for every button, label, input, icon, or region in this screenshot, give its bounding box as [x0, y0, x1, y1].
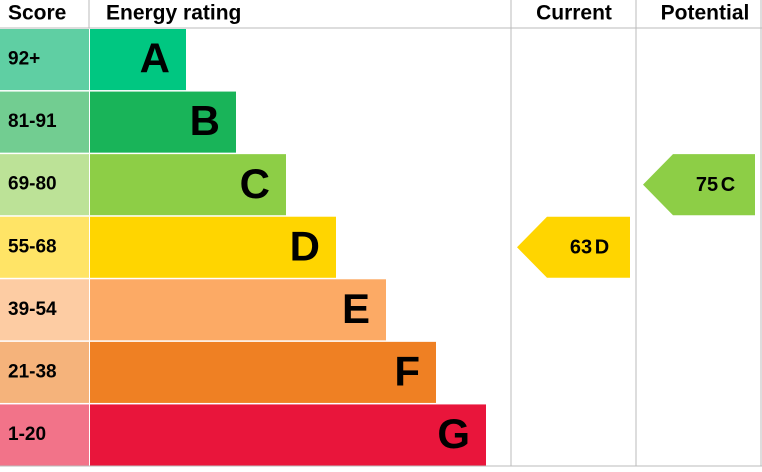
score-cell — [0, 341, 89, 403]
rating-letter: A — [140, 35, 170, 82]
rating-bar — [90, 341, 436, 403]
header-current: Current — [536, 2, 612, 25]
score-cell — [0, 29, 89, 91]
rating-letter: D — [290, 222, 320, 269]
score-label: 92+ — [8, 49, 40, 70]
score-cell — [0, 279, 89, 341]
potential-value: 75 — [696, 174, 718, 196]
score-label: 1-20 — [8, 424, 46, 445]
potential-arrow — [643, 154, 755, 216]
current-arrow — [517, 216, 630, 278]
rating-bar — [90, 154, 286, 216]
current-value: 63 — [570, 237, 592, 259]
header-score: Score — [8, 2, 66, 25]
score-label: 69-80 — [8, 174, 57, 195]
rating-letter: F — [394, 347, 420, 394]
header-rating: Energy rating — [106, 2, 241, 25]
rating-bar — [90, 91, 236, 153]
rating-bar — [90, 404, 486, 466]
score-cell — [0, 154, 89, 216]
rating-letter: B — [190, 97, 220, 144]
rating-bar — [90, 29, 186, 91]
rating-letter: C — [240, 160, 270, 207]
rating-letter: E — [342, 285, 370, 332]
score-label: 55-68 — [8, 236, 57, 257]
current-rating: D — [595, 237, 609, 259]
score-label: 21-38 — [8, 361, 57, 382]
score-cell — [0, 91, 89, 153]
score-cell — [0, 404, 89, 466]
rating-letter: G — [437, 410, 470, 457]
potential-rating: C — [721, 174, 735, 196]
header-potential: Potential — [661, 2, 750, 25]
score-label: 39-54 — [8, 299, 57, 320]
rating-bar — [90, 279, 386, 341]
score-label: 81-91 — [8, 111, 57, 132]
score-cell — [0, 216, 89, 278]
rating-bar — [90, 216, 336, 278]
